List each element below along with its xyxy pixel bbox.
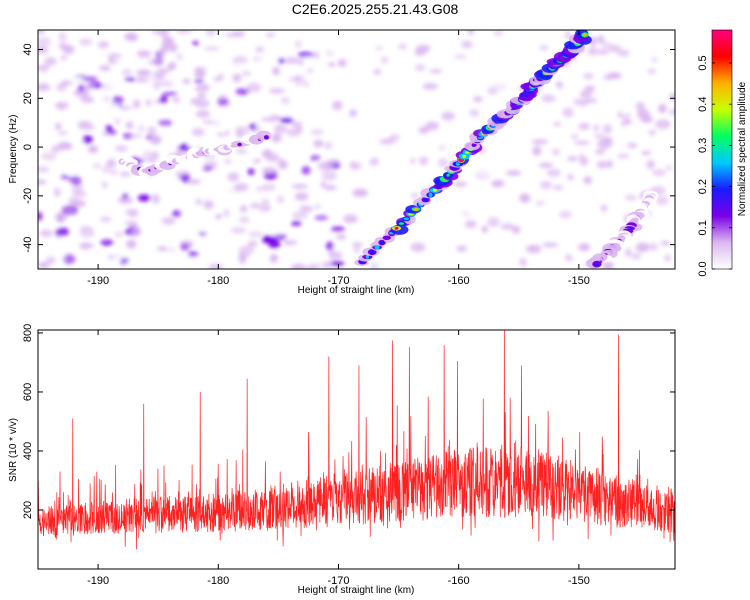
colorbar-tick-label: 0.4 (697, 97, 709, 112)
snr-series-line (38, 330, 675, 550)
y-tick-label: 20 (22, 92, 34, 104)
snr-y-label: SNR (10 * v/v) (8, 418, 19, 482)
heatmap-feature-1 (116, 130, 272, 178)
x-tick-label: -150 (568, 275, 590, 287)
y-tick-label: -40 (22, 237, 34, 253)
x-tick-label: -180 (207, 275, 229, 287)
snr-x-label: Height of straight line (km) (298, 585, 415, 596)
snr-panel: -190 -180 -170 -160 -150 200 400 600 800 Height… (8, 324, 676, 596)
colorbar-tick-label: 0.1 (697, 220, 709, 235)
colorbar-label: Normalized spectral amplitude (737, 81, 748, 216)
colorbar-tick-label: 0.5 (697, 55, 709, 70)
colorbar-gradient (712, 30, 732, 269)
figure-title: C2E6.2025.255.21.43.G08 (292, 1, 459, 17)
y-tick-label: 400 (22, 442, 34, 460)
colorbar-ticks: 0.0 0.1 0.2 0.3 0.4 0.5 (697, 55, 732, 277)
heatmap-feature-2 (586, 190, 659, 269)
x-tick-label: -190 (87, 575, 109, 587)
y-tick-label: 40 (22, 43, 34, 55)
colorbar-tick-label: 0.3 (697, 138, 709, 153)
spectrogram-x-label: Height of straight line (km) (298, 285, 415, 296)
x-tick-label: -190 (87, 275, 109, 287)
colorbar-tick-label: 0.2 (697, 179, 709, 194)
colorbar: 0.0 0.1 0.2 0.3 0.4 0.5 Normalized spectral a… (697, 29, 748, 277)
snr-frame (37, 329, 676, 570)
spectrogram-x-axis: -190 -180 -170 -160 -150 (87, 30, 590, 287)
y-tick-label: -20 (22, 188, 34, 204)
spectrogram-y-label: Frequency (Hz) (8, 115, 19, 184)
x-tick-label: -170 (327, 575, 349, 587)
snr-y-axis: 200 400 600 800 (22, 324, 675, 519)
x-tick-label: -160 (448, 275, 470, 287)
spectrogram-y-axis: -40 -20 0 20 40 (22, 43, 675, 253)
colorbar-tick-label: 0.0 (697, 261, 709, 276)
spectrogram-heatmap (38, 30, 675, 269)
x-tick-label: -150 (568, 575, 590, 587)
spectrogram-frame (37, 29, 676, 270)
colorbar-frame (711, 29, 733, 270)
heatmap-feature-0 (354, 30, 592, 267)
y-tick-label: 200 (22, 501, 34, 519)
y-tick-label: 800 (22, 324, 34, 342)
x-tick-label: -180 (207, 575, 229, 587)
x-tick-label: -170 (327, 275, 349, 287)
y-tick-label: 600 (22, 383, 34, 401)
x-tick-label: -160 (448, 575, 470, 587)
y-tick-label: 0 (22, 144, 34, 150)
spectrogram-panel: -190 -180 -170 -160 -150 -40 -20 0 20 40 Height … (8, 29, 676, 296)
snr-x-axis: -190 -180 -170 -160 -150 (87, 330, 590, 587)
